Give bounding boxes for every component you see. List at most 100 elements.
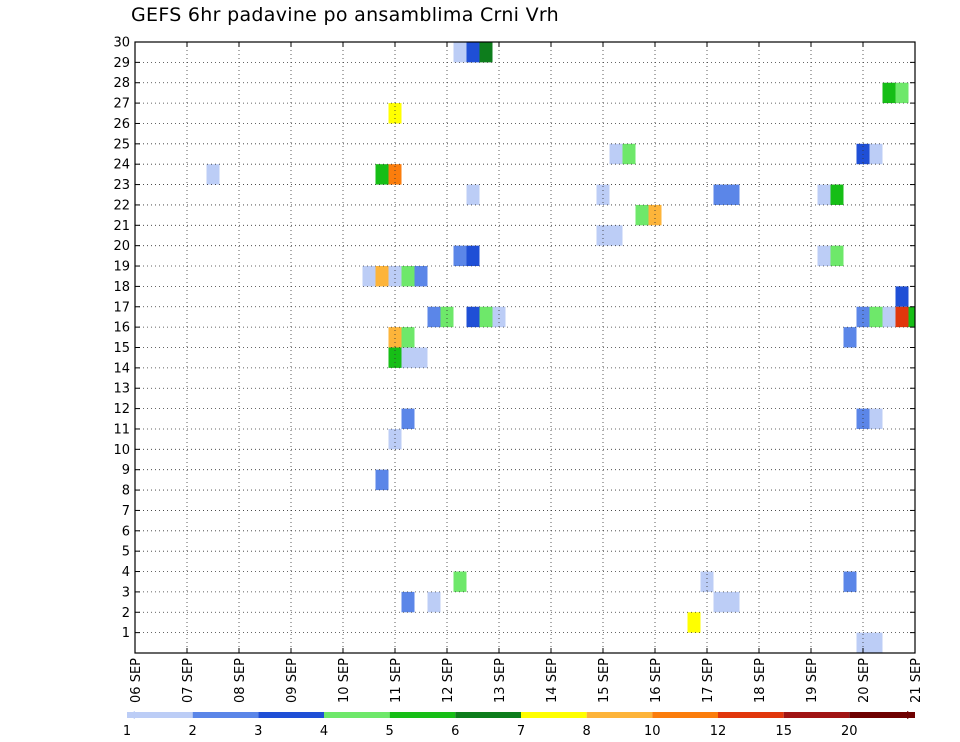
colorbar-segment: [586, 712, 653, 718]
chart-title: GEFS 6hr padavine po ansamblima Crni Vrh: [131, 4, 559, 26]
y-tick-label: 18: [113, 280, 130, 295]
colorbar-label: 20: [841, 724, 858, 739]
colorbar-segment: [849, 712, 915, 718]
x-tick-label: 13 SEP: [493, 658, 508, 703]
y-tick-label: 16: [113, 321, 130, 336]
precip-cell: [869, 408, 883, 429]
precip-cell: [882, 82, 896, 104]
y-tick-label: 28: [113, 76, 130, 91]
colorbar-label: 6: [451, 724, 459, 739]
precip-cell: [388, 327, 402, 348]
y-tick-label: 13: [113, 382, 130, 397]
colorbar-label: 8: [583, 724, 591, 739]
y-tick-label: 20: [113, 239, 130, 254]
precip-cell: [206, 164, 220, 185]
y-tick-label: 24: [113, 158, 130, 173]
colorbar-label: 12: [710, 724, 727, 739]
colorbar-segment: [783, 712, 850, 718]
y-tick-label: 15: [113, 341, 130, 356]
y-tick-label: 17: [113, 300, 130, 315]
y-tick-label: 8: [122, 484, 130, 499]
precip-cell: [726, 591, 740, 613]
colorbar-legend: 1 2 3 4 5 6 7 8 10 12 15 20: [123, 711, 915, 739]
y-tick-label: 6: [122, 524, 130, 539]
precip-cell: [635, 204, 649, 226]
colorbar-segment: [127, 712, 193, 718]
precip-cell: [414, 266, 428, 287]
colorbar-segment: [652, 712, 718, 718]
precip-cell: [375, 469, 389, 491]
precip-cell: [726, 184, 740, 205]
grid-lines: [135, 42, 915, 653]
y-axis: 1234567891011121314151617181920212223242…: [113, 36, 915, 641]
y-tick-label: 2: [122, 606, 130, 621]
colorbar-label: 5: [386, 724, 394, 739]
precip-cell: [479, 42, 493, 63]
colorbar-label: 10: [644, 724, 661, 739]
x-axis: 06 SEP 07 SEP 08 SEP 09 SEP 10 SEP 11 SEP 12 S…: [129, 42, 924, 703]
precip-cell: [700, 571, 714, 592]
precip-cell: [427, 306, 441, 328]
x-tick-label: 16 SEP: [649, 658, 664, 703]
y-tick-label: 30: [113, 36, 130, 51]
x-tick-label: 10 SEP: [337, 658, 352, 703]
precip-cell: [648, 204, 662, 226]
y-tick-label: 19: [113, 260, 130, 275]
precipitation-cells: [206, 42, 915, 653]
precip-cell: [843, 327, 857, 348]
precip-cell: [830, 245, 844, 267]
colorbar-label: 2: [189, 724, 197, 739]
colorbar-label: 15: [775, 724, 792, 739]
x-tick-label: 17 SEP: [701, 658, 716, 703]
precip-cell: [596, 225, 610, 246]
precip-cell: [362, 266, 376, 287]
x-tick-label: 18 SEP: [753, 658, 768, 703]
colorbar-segment: [258, 712, 324, 718]
colorbar-arrow: [127, 711, 135, 719]
precip-cell: [440, 306, 454, 328]
x-tick-label: 07 SEP: [181, 658, 196, 703]
precip-cell: [609, 225, 623, 246]
precip-cell: [388, 266, 402, 287]
x-tick-label: 19 SEP: [805, 658, 820, 703]
y-tick-label: 26: [113, 117, 130, 132]
y-tick-label: 23: [113, 178, 130, 193]
y-tick-label: 9: [122, 463, 130, 478]
y-tick-label: 14: [113, 361, 130, 376]
precip-cell: [453, 245, 467, 267]
x-tick-label: 20 SEP: [857, 658, 872, 703]
precip-cell: [895, 286, 909, 307]
y-tick-label: 3: [122, 585, 130, 600]
y-tick-label: 21: [113, 219, 130, 234]
y-tick-label: 29: [113, 56, 130, 71]
x-tick-label: 14 SEP: [545, 658, 560, 703]
precip-cell: [856, 306, 870, 328]
precip-cell: [687, 612, 701, 633]
precip-cell: [895, 82, 909, 104]
y-tick-label: 27: [113, 97, 130, 112]
precip-cell: [895, 306, 909, 328]
precip-cell: [427, 591, 441, 613]
y-tick-label: 11: [113, 422, 130, 437]
precip-cell: [492, 306, 506, 328]
x-tick-label: 08 SEP: [233, 658, 248, 703]
precip-cell: [869, 632, 883, 653]
precip-cell: [401, 266, 415, 287]
precip-cell: [401, 347, 415, 368]
precip-cell: [388, 428, 402, 450]
precip-cell: [466, 306, 480, 328]
colorbar-segment: [192, 712, 259, 718]
precip-cell: [375, 164, 389, 185]
y-tick-label: 5: [122, 545, 130, 560]
colorbar-label: 7: [517, 724, 525, 739]
colorbar-segment: [389, 712, 456, 718]
colorbar-segment: [455, 712, 521, 718]
precip-cell: [882, 306, 896, 328]
colorbar-segment: [324, 712, 390, 718]
precip-cell: [388, 347, 402, 368]
precip-cell: [401, 408, 415, 429]
colorbar-label: 3: [254, 724, 262, 739]
y-tick-label: 7: [122, 504, 130, 519]
precip-cell: [466, 184, 480, 205]
